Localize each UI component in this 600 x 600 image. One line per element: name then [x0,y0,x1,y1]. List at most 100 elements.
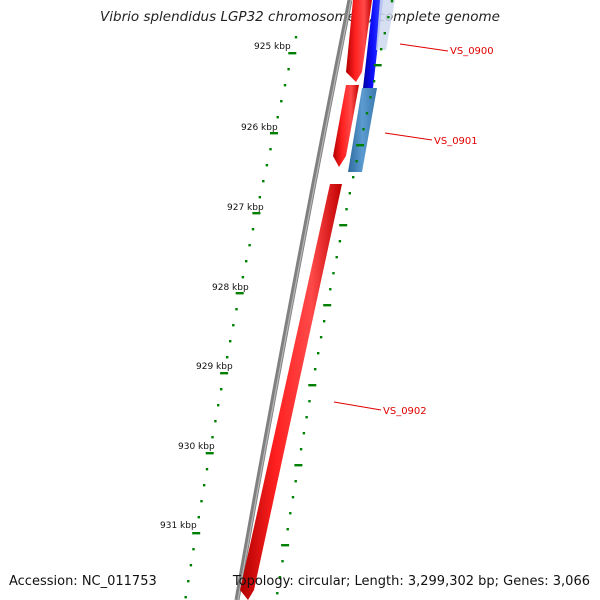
ruler-tick-inner [373,64,382,67]
ruler-label-925: 925 kbp [254,42,291,52]
leader-vs0901 [384,132,433,141]
ruler-tick-inner [332,272,335,275]
ruler-tick-inner [338,240,342,243]
ruler-label-927: 927 kbp [227,203,264,213]
ruler-tick-inner [294,480,297,483]
ruler-tick-inner [286,528,289,531]
accession-text: Accession: NC_011753 [9,574,157,589]
gene-label-vs0900[interactable]: VS_0900 [450,46,494,57]
ruler-tick-outer [270,132,278,135]
ruler-tick-inner [308,384,317,387]
forward-cds-track [240,0,372,600]
cds-vs0902[interactable] [240,184,342,600]
ruler-tick-inner [276,592,279,595]
ruler-tick-outer [262,180,265,183]
ruler-tick-inner [299,448,303,451]
ruler-tick-outer [211,436,214,439]
leader-vs0900 [399,43,449,52]
ruler-tick-outer [205,468,209,471]
ruler-tick-outer [205,452,214,455]
ruler-tick-outer [269,148,272,151]
ruler-tick-outer [187,580,190,583]
ruler-tick-inner [281,560,284,563]
ruler-tick-outer [200,500,203,503]
ruler-tick-inner [294,464,303,467]
ruler-tick-outer [235,292,244,295]
ruler-tick-inner [362,128,365,131]
ruler-tick-inner [281,544,290,547]
ruler-tick-outer [265,164,269,167]
ruler-tick-outer [287,68,290,71]
cds-blue-upper[interactable] [363,0,383,88]
ruler-tick-inner [278,576,282,579]
leader-vs0902 [333,401,382,411]
ruler-label-930: 930 kbp [178,442,215,452]
ruler-tick-inner [372,80,376,83]
ruler-tick-outer [232,324,235,327]
ruler-tick-inner [335,256,338,259]
ruler-tick-inner [323,304,332,307]
ruler-tick-inner [390,0,394,3]
cds-vs0900[interactable] [346,0,372,82]
ruler-tick-outer [280,100,283,103]
ruler-tick-outer [235,308,238,311]
ruler-tick-outer [197,516,200,519]
ruler-tick-outer [252,212,261,215]
ruler-tick-outer [241,276,245,279]
ruler-tick-outer [248,244,251,247]
gene-labels: VS_0900 VS_0901 VS_0902 [333,43,494,417]
ruler-label-926: 926 kbp [241,123,278,133]
ruler-tick-inner [302,432,306,435]
ruler-tick-outer [189,564,193,567]
ruler-label-931: 931 kbp [160,521,197,531]
ruler-tick-inner [289,512,292,515]
ruler-tick-outer [283,84,287,87]
ruler-tick-inner [355,160,358,163]
ruler-tick-outer [245,260,248,263]
cds-light-blue-overlay [376,0,395,50]
ruler-tick-inner [369,96,372,99]
ruler-tick-inner [387,16,390,19]
ruler-tick-outer [229,340,232,343]
ruler-tick-inner [329,288,332,291]
ruler-tick-outer [192,548,195,551]
ruler-label-929: 929 kbp [196,362,233,372]
ruler-tick-inner [352,176,355,179]
page-title: Vibrio splendidus LGP32 chromosome 1, co… [100,9,500,25]
ruler-tick-inner [305,416,308,419]
ruler-tick-inner [348,192,351,195]
ruler-tick-inner [319,336,323,339]
ruler-tick-inner [323,320,326,323]
ruler-tick-outer [217,404,220,407]
ruler-tick-inner [339,224,348,227]
ruler-tick-outer [220,388,223,391]
ruler-tick-inner [380,48,383,51]
ruler-ticks-outer [184,36,298,599]
ruler-tick-outer [203,484,206,487]
ruler-label-928: 928 kbp [212,283,249,293]
ruler-tick-inner [308,400,311,403]
ruler-tick-outer [184,596,187,599]
genome-backbone [234,0,353,600]
cds-vs0901[interactable] [333,85,359,167]
ruler-tick-outer [226,356,229,359]
ruler-tick-inner [317,352,320,355]
ruler-tick-inner [314,368,317,371]
ruler-tick-outer [258,196,261,199]
ruler-tick-outer [192,532,201,535]
ruler-tick-inner [383,32,386,35]
ruler-tick-outer [294,36,298,39]
topology-text: Topology: circular; Length: 3,299,302 bp… [232,574,590,589]
ruler-tick-outer [288,52,297,55]
ruler-tick-outer [251,228,255,231]
gene-label-vs0901[interactable]: VS_0901 [434,136,478,147]
ruler-tick-inner [291,496,295,499]
ruler-tick-inner [345,208,348,211]
ruler-tick-inner [365,112,369,115]
ruler-tick-outer [276,116,279,119]
ruler-ticks-inner [276,0,394,595]
ruler-tick-inner [356,144,365,147]
ruler-tick-outer [214,420,217,423]
gene-label-vs0902[interactable]: VS_0902 [383,406,427,417]
